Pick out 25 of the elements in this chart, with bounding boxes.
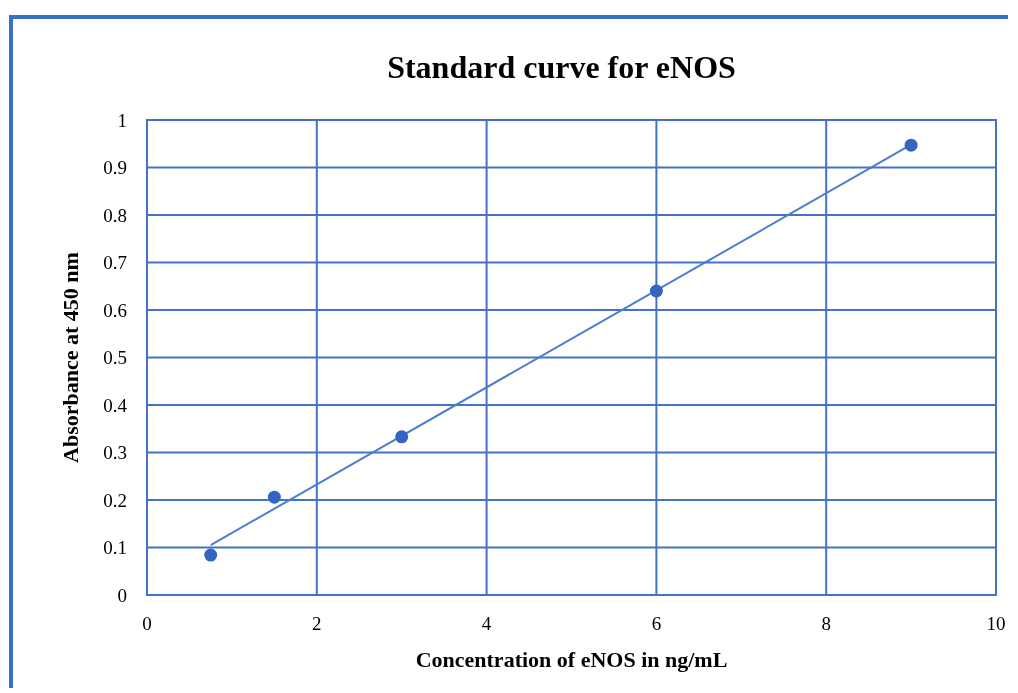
y-tick-label: 0.1	[103, 537, 127, 559]
y-tick-label: 0.4	[103, 394, 128, 416]
y-tick-label: 0.3	[103, 442, 127, 464]
y-tick-label: 0.7	[103, 252, 127, 274]
point	[267, 490, 281, 504]
y-tick-label: 0.8	[103, 204, 127, 226]
x-axis-title: Concentration of eNOS in ng/mL	[415, 647, 728, 672]
y-tick-label: 1	[117, 109, 127, 131]
y-tick-label: 0.9	[103, 157, 127, 179]
x-tick-label: 2	[312, 613, 322, 634]
point	[904, 138, 918, 152]
x-tick-label: 8	[821, 613, 831, 634]
point	[204, 548, 218, 562]
y-tick-label: 0.2	[103, 489, 127, 511]
x-tick-label: 4	[481, 613, 492, 634]
point	[395, 430, 409, 444]
y-tick-label: 0	[117, 584, 127, 606]
x-tick-label: 0	[142, 613, 152, 634]
chart-title: Standard curve for eNOS	[387, 49, 736, 85]
point	[649, 284, 663, 298]
x-tick-label: 10	[986, 613, 1006, 634]
y-tick-label: 0.5	[103, 347, 127, 369]
y-tick-label: 0.6	[103, 299, 127, 321]
y-axis-title: Absorbance at 450 nm	[58, 252, 83, 463]
x-tick-label: 6	[651, 613, 662, 634]
